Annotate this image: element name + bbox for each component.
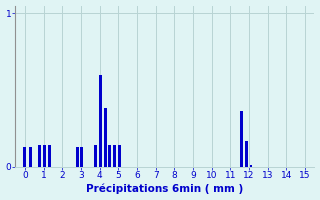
Bar: [108, 145, 111, 167]
Bar: [76, 147, 78, 167]
Bar: [240, 111, 243, 167]
Bar: [99, 75, 102, 167]
Bar: [94, 145, 97, 167]
Bar: [104, 108, 107, 167]
Bar: [250, 165, 252, 167]
Bar: [113, 145, 116, 167]
Bar: [245, 141, 248, 167]
X-axis label: Précipitations 6min ( mm ): Précipitations 6min ( mm ): [86, 184, 244, 194]
Bar: [38, 145, 41, 167]
Bar: [118, 145, 121, 167]
Bar: [43, 145, 46, 167]
Bar: [48, 145, 51, 167]
Bar: [80, 147, 83, 167]
Bar: [29, 147, 32, 167]
Bar: [23, 147, 26, 167]
